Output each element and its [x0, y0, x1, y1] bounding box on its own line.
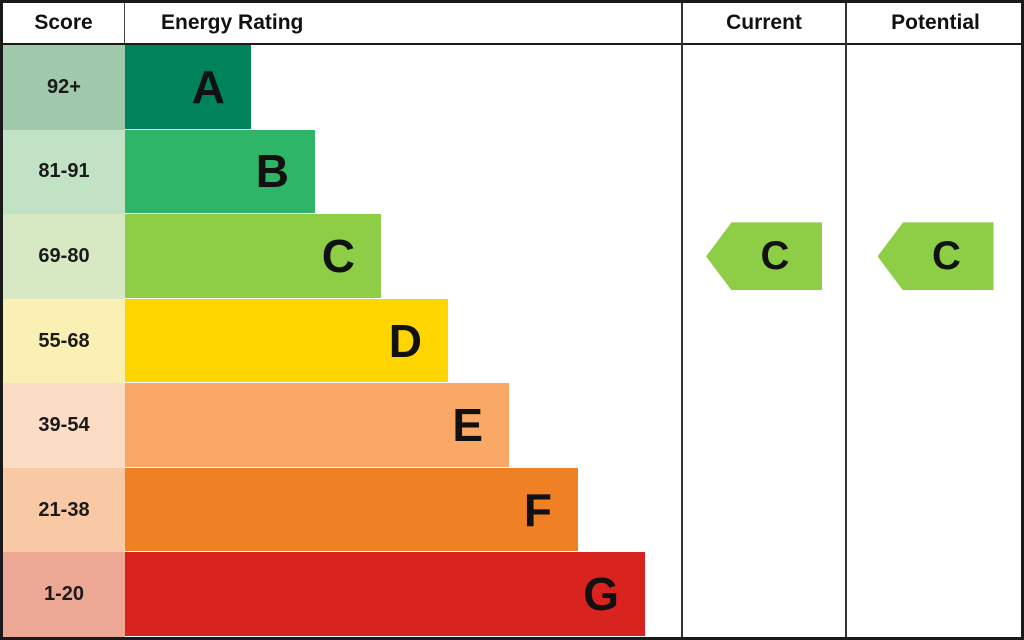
current-column: Current C	[681, 3, 845, 637]
band-letter: A	[191, 60, 225, 113]
current-arrow: C	[706, 222, 822, 291]
header-row: Score Energy Rating	[3, 3, 681, 45]
band-score-cell: 92+	[3, 45, 125, 130]
band-bar-area: D	[125, 298, 681, 384]
band-letter: F	[523, 483, 552, 536]
band-bar: A	[125, 45, 251, 129]
band-letter: G	[583, 568, 619, 621]
potential-arrow: C	[877, 222, 994, 291]
energy-rating-column-header: Energy Rating	[161, 11, 304, 34]
band-letter: B	[255, 145, 289, 198]
band-letter: E	[452, 399, 483, 452]
band-row: 39-54 E	[3, 383, 681, 468]
band-bar: F	[125, 467, 578, 552]
potential-column: Potential C	[845, 3, 1021, 637]
score-and-rating-region: Score Energy Rating 92+ A 81-91 B 69-80	[3, 3, 681, 637]
band-bar-area: B	[125, 129, 681, 215]
band-letter: D	[388, 314, 422, 367]
band-letter: C	[321, 229, 355, 282]
current-column-header: Current	[683, 3, 845, 45]
score-column-header: Score	[3, 3, 125, 43]
band-score-cell: 39-54	[3, 383, 125, 468]
band-row: 1-20 G	[3, 552, 681, 637]
band-row: 55-68 D	[3, 298, 681, 384]
band-bar: G	[125, 552, 645, 637]
band-bar: B	[125, 129, 315, 214]
potential-arrow-letter: C	[932, 234, 961, 279]
band-score-cell: 1-20	[3, 552, 125, 637]
band-bar-area: F	[125, 467, 681, 553]
band-score-cell: 81-91	[3, 129, 125, 215]
current-arrow-letter: C	[760, 234, 790, 279]
band-bar: C	[125, 214, 381, 298]
band-bar-area: C	[125, 214, 681, 299]
band-row: 69-80 C	[3, 214, 681, 299]
band-score-cell: 69-80	[3, 214, 125, 299]
band-row: 92+ A	[3, 45, 681, 130]
band-row: 21-38 F	[3, 467, 681, 553]
band-row: 81-91 B	[3, 129, 681, 215]
potential-column-header: Potential	[847, 3, 1021, 45]
band-bar: D	[125, 298, 448, 383]
band-score-cell: 21-38	[3, 467, 125, 553]
band-bar-area: G	[125, 552, 681, 637]
band-bar-area: A	[125, 45, 681, 130]
band-bar-area: E	[125, 383, 681, 468]
band-score-cell: 55-68	[3, 298, 125, 384]
band-bar: E	[125, 383, 509, 467]
